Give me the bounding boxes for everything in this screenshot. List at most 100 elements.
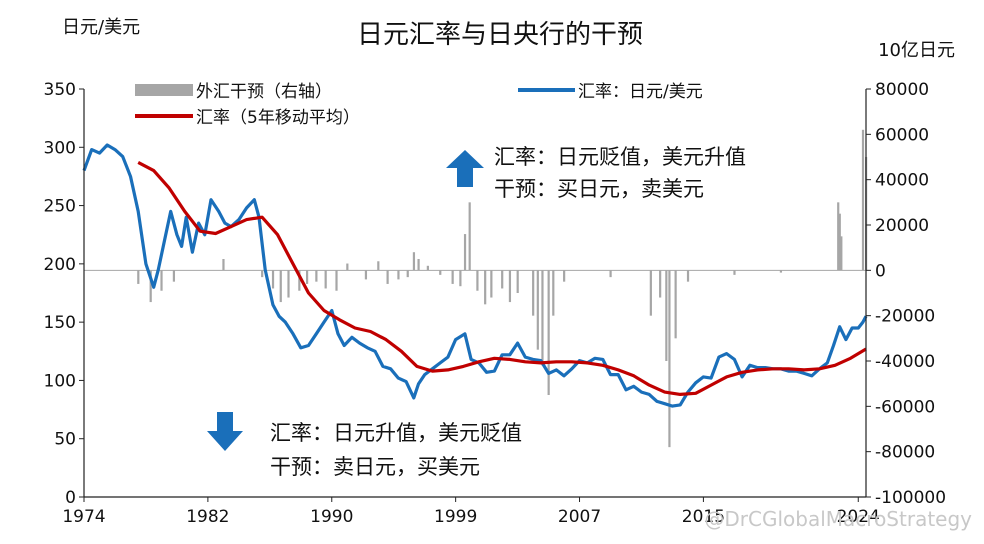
intervention-bar: [547, 270, 550, 395]
intervention-bar: [149, 270, 152, 303]
intervention-bar: [160, 270, 163, 291]
intervention-bar: [346, 263, 349, 271]
intervention-bar: [490, 270, 493, 298]
intervention-bar: [552, 270, 555, 316]
right-tick-label: -60000: [875, 397, 935, 417]
intervention-bar: [222, 259, 225, 271]
right-axis-label: 10亿日元: [878, 40, 955, 61]
intervention-bar: [324, 270, 327, 289]
left-tick-label: 350: [44, 80, 76, 100]
axes: 0 50 100 150 200 250 300 350 -100000 -80000 -60000…: [44, 80, 946, 527]
intervention-bar: [459, 270, 462, 287]
x-tick-label: 1990: [310, 507, 353, 527]
intervention-bar: [287, 270, 290, 298]
right-tick-label: 20000: [875, 216, 929, 236]
intervention-bars: [84, 129, 868, 448]
intervention-bar: [468, 202, 471, 271]
left-tick-label: 100: [44, 371, 76, 391]
intervention-bar: [779, 270, 783, 273]
right-tick-label: -80000: [875, 443, 935, 463]
intervention-bar: [532, 270, 535, 316]
intervention-bar: [377, 261, 380, 271]
intervention-bar: [563, 270, 566, 282]
right-tick-label: 0: [875, 261, 886, 281]
intervention-bar: [261, 270, 264, 278]
legend-label-intervention: 外汇干预（右轴）: [196, 82, 332, 102]
left-tick-label: 0: [65, 488, 76, 508]
intervention-bar: [838, 213, 841, 271]
intervention-bar: [649, 270, 652, 316]
intervention-bar: [609, 270, 612, 278]
intervention-bar: [508, 270, 512, 303]
left-tick-label: 250: [44, 197, 76, 217]
exchange-rate-line: [82, 143, 868, 408]
x-tick-label: 2024: [837, 507, 880, 527]
intervention-bar: [406, 270, 409, 278]
right-tick-label: 40000: [875, 171, 929, 191]
legend-label-ma: 汇率（5年移动平均）: [196, 108, 360, 128]
intervention-bar: [451, 270, 454, 284]
annotation-up-line-1: 汇率：日元贬值，美元升值: [494, 145, 746, 169]
x-tick-label: 1974: [62, 507, 105, 527]
intervention-bar: [674, 270, 677, 339]
legend: 外汇干预（右轴） 汇率：日元/美元 汇率（5年移动平均）: [135, 82, 703, 128]
moving-average-line: [137, 160, 867, 396]
intervention-bar: [686, 270, 690, 282]
intervention-bar: [659, 270, 662, 298]
arrow-up-icon: [446, 150, 484, 187]
intervention-bar: [364, 270, 368, 280]
intervention-bar: [861, 129, 865, 271]
intervention-bar: [417, 259, 420, 271]
left-axis-label: 日元/美元: [62, 17, 140, 38]
intervention-bar: [137, 270, 140, 284]
intervention-bar: [397, 270, 400, 280]
intervention-bar: [733, 270, 736, 275]
intervention-bar: [541, 270, 544, 366]
intervention-bar: [412, 252, 416, 271]
right-tick-label: -40000: [875, 352, 935, 372]
intervention-bar: [536, 270, 539, 350]
intervention-bar: [315, 270, 318, 282]
annotation-up-line-2: 干预：买日元，卖美元: [494, 177, 704, 201]
watermark: @DrCGlobalMacroStrategy: [704, 507, 972, 531]
legend-swatch-intervention: [135, 84, 193, 96]
left-tick-label: 50: [54, 430, 76, 450]
right-tick-label: 80000: [875, 80, 929, 100]
x-tick-label: 1982: [186, 507, 229, 527]
intervention-bar: [476, 270, 479, 291]
intervention-bar: [305, 270, 309, 284]
intervention-bar: [665, 270, 668, 361]
annotation-up: 汇率：日元贬值，美元升值 干预：买日元，卖美元: [446, 145, 746, 201]
right-tick-label: -100000: [875, 488, 946, 508]
left-tick-label: 300: [44, 138, 76, 158]
intervention-bar: [298, 270, 301, 291]
intervention-bar: [426, 265, 429, 271]
x-tick-label: 2007: [558, 507, 601, 527]
right-tick-label: 60000: [875, 125, 929, 145]
intervention-bar: [501, 270, 504, 289]
legend-label-rate: 汇率：日元/美元: [578, 82, 703, 102]
intervention-bar: [271, 270, 275, 289]
intervention-bar: [837, 202, 840, 271]
intervention-bar: [386, 270, 389, 284]
annotation-down: 汇率：日元升值，美元贬值 干预：卖日元，买美元: [207, 412, 522, 479]
intervention-bar: [335, 270, 338, 291]
left-tick-label: 150: [44, 313, 76, 333]
left-tick-label: 200: [44, 255, 76, 275]
intervention-bar: [668, 270, 671, 448]
intervention-bar: [279, 270, 282, 303]
annotation-down-line-2: 干预：卖日元，买美元: [270, 455, 480, 479]
annotation-down-line-1: 汇率：日元升值，美元贬值: [270, 421, 522, 445]
intervention-bar: [840, 236, 843, 271]
rate-lines: [82, 143, 868, 408]
arrow-down-icon: [207, 412, 243, 451]
right-tick-label: -20000: [875, 307, 935, 327]
chart-title: 日元汇率与日央行的干预: [357, 20, 643, 50]
intervention-bar: [484, 270, 487, 305]
intervention-bar: [463, 234, 467, 271]
x-tick-label: 1999: [434, 507, 477, 527]
intervention-bar: [172, 270, 176, 282]
intervention-bar: [516, 270, 519, 293]
intervention-bar: [439, 270, 442, 275]
